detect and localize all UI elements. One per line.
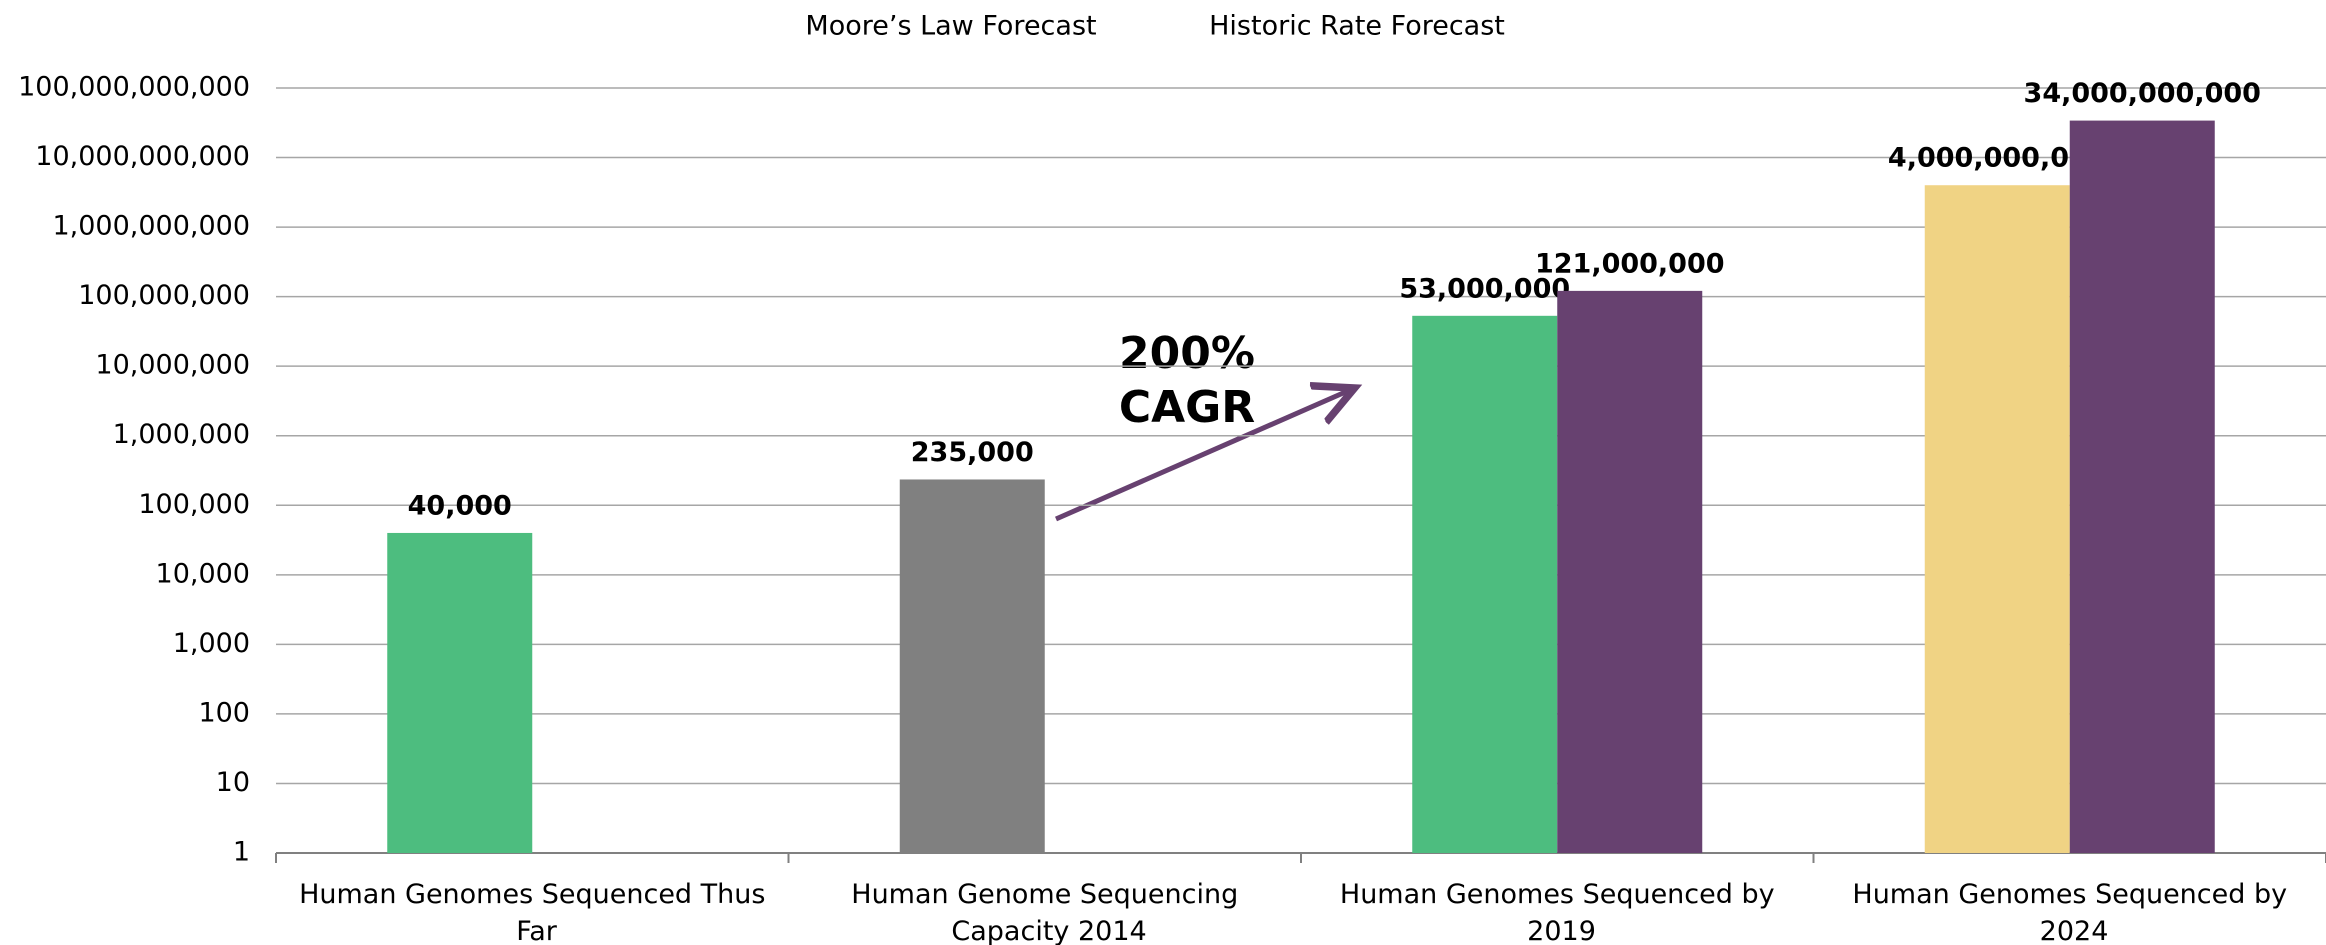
y-tick-label: 100: [198, 697, 250, 728]
x-tick-label: Human Genomes Sequenced Thus Far: [299, 879, 765, 945]
y-tick-label: 100,000: [138, 489, 250, 520]
y-tick-label: 10: [216, 767, 250, 798]
value-label: 121,000,000: [1535, 248, 1725, 279]
bar: [1557, 290, 1703, 853]
x-tick-label: Human Genomes Sequenced by 2024: [1852, 879, 2287, 945]
bar: [387, 532, 533, 853]
bar: [1412, 315, 1558, 853]
value-label: 235,000: [911, 437, 1034, 468]
arrow: [1054, 390, 1350, 522]
value-label: 34,000,000,000: [2024, 78, 2261, 109]
annotation: 200%: [1119, 328, 1255, 379]
value-label: 40,000: [408, 490, 512, 521]
legend-label: Moore’s Law Forecast: [805, 11, 1096, 42]
y-tick-label: 10,000,000: [95, 350, 250, 381]
y-tick-label: 1,000,000,000: [52, 211, 250, 242]
value-label: 53,000,000: [1399, 273, 1570, 304]
y-tick-label: 10,000: [156, 558, 250, 589]
bar: [899, 479, 1045, 853]
y-tick-label: 1: [233, 837, 250, 868]
y-tick-label: 10,000,000,000: [35, 141, 250, 172]
bar: [1924, 185, 2070, 854]
x-tick-label: Human Genomes Sequenced by 2019: [1340, 879, 1775, 945]
annotation: CAGR: [1119, 382, 1255, 433]
bar: [2069, 120, 2215, 854]
y-tick-label: 100,000,000,000: [18, 72, 250, 103]
y-tick-label: 1,000,000: [113, 419, 250, 450]
y-tick-label: 1,000: [173, 628, 250, 659]
y-tick-label: 100,000,000: [78, 280, 250, 311]
legend-label: Historic Rate Forecast: [1209, 11, 1505, 42]
x-tick-label: Human Genome Sequencing Capacity 2014: [851, 879, 1238, 945]
